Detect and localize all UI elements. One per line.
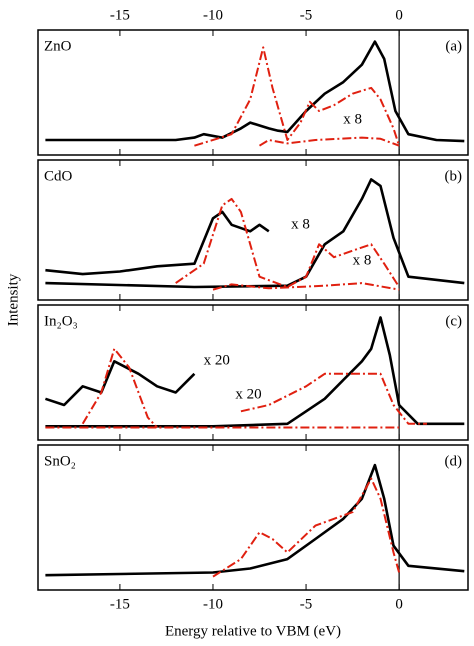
data-line [44, 360, 196, 407]
annotation: x 20 [204, 353, 230, 369]
y-axis-label: Intensity [5, 273, 21, 326]
panel-letter: (c) [445, 313, 462, 329]
panel-letter: (b) [445, 168, 463, 184]
annotation: x 20 [235, 386, 261, 402]
panel-label: SnO₂ [44, 453, 76, 469]
x-tick-label: -10 [203, 596, 223, 612]
panel-letter: (a) [445, 38, 462, 54]
annotation: x 8 [291, 216, 310, 232]
panel-frame [37, 444, 469, 591]
panel-frame [37, 159, 469, 301]
x-tick-label: 0 [395, 596, 403, 612]
data-line [81, 347, 158, 429]
x-tick-label: -5 [300, 596, 313, 612]
panel-letter: (d) [445, 453, 463, 469]
data-line [45, 178, 465, 289]
data-line [45, 210, 270, 276]
x-tick-label: -10 [203, 7, 223, 23]
panel-label: In₂O₃ [44, 313, 78, 329]
data-line [240, 372, 427, 425]
data-line [212, 477, 401, 578]
data-line [45, 463, 465, 577]
data-line [258, 136, 400, 147]
panel-frame [37, 29, 469, 156]
annotation: x 8 [343, 112, 362, 128]
data-line [175, 197, 400, 288]
panel-label: ZnO [44, 38, 72, 54]
x-tick-label: -15 [110, 7, 130, 23]
data-line [212, 282, 400, 291]
data-line [194, 46, 401, 147]
x-tick-label: -5 [300, 7, 313, 23]
data-line [45, 40, 465, 143]
panel-label: CdO [44, 168, 73, 184]
panel-frame [37, 304, 469, 441]
x-axis-label: Energy relative to VBM (eV) [165, 623, 341, 639]
data-line [45, 316, 465, 428]
x-tick-label: -15 [110, 596, 130, 612]
x-tick-label: 0 [395, 7, 403, 23]
annotation: x 8 [353, 253, 372, 269]
